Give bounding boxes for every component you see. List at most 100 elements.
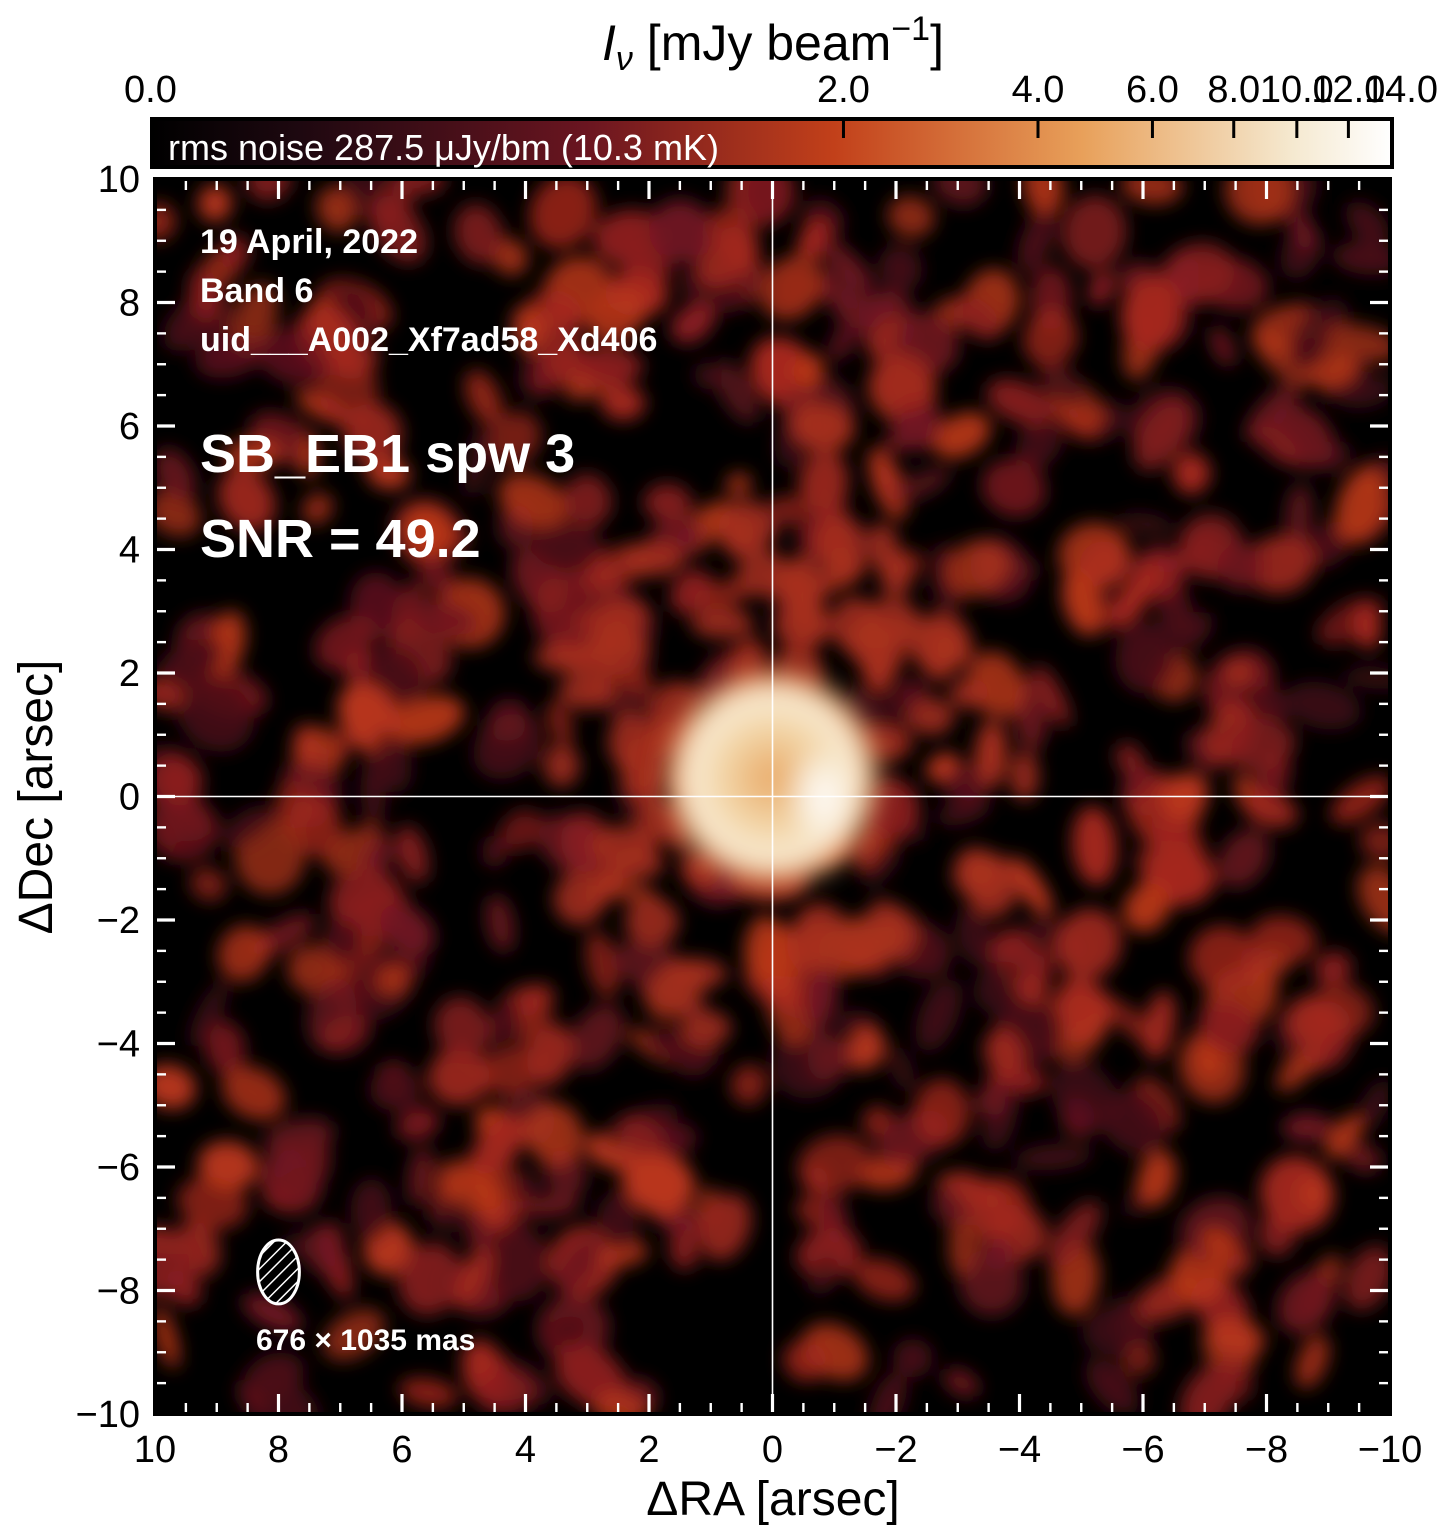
noise-blob [529, 179, 598, 250]
colorbar-tick-label: 14.0 [1364, 69, 1438, 111]
x-tick-label: 10 [134, 1429, 176, 1471]
date-annotation: 19 April, 2022 [200, 223, 418, 261]
noise-blob [792, 353, 825, 388]
noise-blob [975, 1085, 1007, 1117]
halo-blob [680, 1010, 732, 1047]
noise-blob [1015, 420, 1063, 470]
noise-blob [489, 410, 542, 466]
noise-blob [1207, 1316, 1266, 1357]
noise-blob [643, 483, 693, 523]
noise-blob [1033, 664, 1071, 728]
halo-blob [690, 608, 755, 639]
noise-blob [189, 867, 227, 902]
halo-blob [1009, 750, 1040, 802]
noise-blob [1359, 822, 1390, 861]
noise-blob [466, 1162, 503, 1227]
halo-blob [558, 673, 613, 711]
noise-blob [1332, 241, 1390, 275]
noise-blob [416, 554, 456, 596]
noise-blob [730, 1064, 768, 1105]
noise-blob [859, 844, 900, 886]
noise-blob [1109, 563, 1160, 627]
noise-blob [493, 1008, 525, 1035]
noise-blob [322, 920, 364, 963]
colorbar-label-main: I [602, 15, 616, 71]
noise-blob [1198, 1000, 1259, 1054]
noise-blob [791, 401, 856, 453]
noise-blob [1202, 1226, 1236, 1259]
noise-blob [1115, 621, 1176, 694]
y-tick-label: 4 [119, 530, 140, 572]
halo-blob [613, 846, 665, 880]
noise-blob [853, 1258, 916, 1302]
noise-blob [981, 458, 1046, 517]
noise-blob [379, 904, 435, 955]
noise-blob [759, 254, 825, 321]
noise-blob [980, 1236, 1014, 1271]
noise-blob [371, 731, 412, 793]
noise-blob [263, 1117, 335, 1158]
noise-blob [871, 352, 935, 413]
noise-blob [596, 1192, 640, 1250]
noise-blob [857, 292, 899, 331]
noise-blob [395, 824, 430, 884]
noise-blob [1057, 522, 1132, 589]
noise-blob [177, 679, 254, 752]
noise-blob [594, 1239, 649, 1267]
noise-blob [531, 523, 605, 572]
colorbar: 0.0 2.0 4.0 6.0 8.0 10.012.014.0 rms noise 28… [124, 10, 1438, 169]
noise-blob [1054, 908, 1122, 980]
colorbar-tick-label: 6.0 [1126, 69, 1179, 111]
noise-blob [155, 678, 190, 711]
noise-blob [844, 1027, 886, 1071]
colorbar-noise-text: rms noise 287.5 μJy/bm (10.3 mK) [168, 127, 719, 168]
noise-blob [526, 1023, 574, 1086]
noise-blob [281, 762, 333, 788]
noise-blob [868, 1371, 907, 1414]
noise-blob [953, 296, 1002, 341]
noise-blob [512, 304, 547, 354]
noise-blob [454, 203, 504, 265]
noise-blob [914, 1078, 971, 1147]
x-tick-label: −8 [1245, 1429, 1288, 1471]
colorbar-tick-label: 4.0 [1012, 69, 1065, 111]
noise-blob [714, 360, 760, 424]
noise-blob [944, 539, 1010, 598]
noise-blob [1101, 997, 1162, 1049]
halo-blob [955, 847, 996, 887]
noise-blob [302, 1225, 340, 1275]
halo-blob [949, 678, 990, 710]
halo-blob [909, 612, 972, 674]
noise-blob [316, 186, 357, 233]
noise-blob [1115, 742, 1145, 778]
noise-blob [932, 411, 991, 459]
noise-blob [1314, 951, 1352, 986]
halo-blob [793, 902, 846, 958]
noise-blob [407, 1146, 434, 1207]
y-tick-label: 0 [119, 777, 140, 819]
noise-blob [189, 981, 229, 1047]
noise-blob [1276, 1270, 1336, 1334]
noise-blob [1217, 543, 1265, 590]
noise-blob [937, 797, 991, 826]
noise-blob [803, 964, 839, 1030]
noise-blob [943, 1368, 980, 1397]
noise-blob [1330, 775, 1390, 824]
noise-blob [1133, 398, 1190, 472]
noise-blob [616, 1114, 665, 1153]
noise-blob [1198, 257, 1269, 311]
noise-blob [1056, 971, 1100, 1029]
noise-blob [376, 964, 411, 996]
x-tick-label: 2 [638, 1429, 659, 1471]
colorbar-tick-label: 10.0 [1260, 69, 1334, 111]
x-tick-label: 8 [268, 1429, 289, 1471]
noise-blob [223, 437, 284, 469]
noise-blob [1209, 325, 1236, 367]
noise-blob [204, 1020, 246, 1075]
noise-blob [624, 1152, 695, 1215]
noise-blob [411, 600, 478, 638]
noise-blob [1324, 1114, 1363, 1160]
noise-blob [397, 1242, 462, 1316]
noise-blob [1225, 718, 1296, 772]
noise-blob [725, 472, 752, 497]
